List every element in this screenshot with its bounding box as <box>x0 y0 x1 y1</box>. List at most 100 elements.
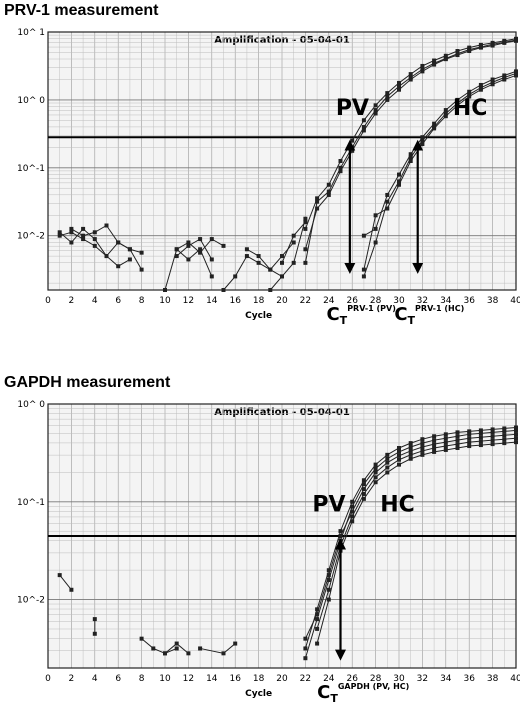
data-point <box>385 97 390 102</box>
data-point <box>116 264 121 269</box>
data-point <box>186 651 191 656</box>
data-point <box>361 496 366 501</box>
data-point <box>268 288 273 292</box>
data-point <box>478 85 483 90</box>
data-point <box>350 499 355 504</box>
x-tick-label: 6 <box>115 296 121 306</box>
data-point <box>467 432 472 437</box>
data-point <box>467 45 472 50</box>
y-tick-label: 10^-1 <box>17 498 45 508</box>
data-point <box>69 230 74 235</box>
y-tick-label: 10^-1 <box>17 164 45 174</box>
data-point <box>233 641 238 646</box>
data-point <box>514 71 518 76</box>
data-point <box>397 80 401 85</box>
data-point <box>490 438 495 443</box>
x-tick-label: 2 <box>69 674 75 684</box>
data-point <box>385 465 390 470</box>
x-tick-label: 10 <box>159 296 171 306</box>
data-point <box>373 462 378 467</box>
data-point <box>443 444 448 449</box>
data-point <box>198 250 203 255</box>
data-point <box>490 77 495 82</box>
data-point <box>361 233 366 238</box>
data-point <box>385 199 390 204</box>
x-tick-label: 30 <box>393 296 405 306</box>
x-tick-label: 36 <box>463 296 475 306</box>
series-line <box>141 638 177 654</box>
x-tick-label: 2 <box>69 296 75 306</box>
data-point <box>69 240 74 245</box>
data-point <box>443 53 448 58</box>
data-point <box>361 125 366 130</box>
data-point <box>373 213 378 218</box>
data-point <box>397 462 401 467</box>
data-point <box>303 260 308 265</box>
data-point <box>420 448 425 453</box>
data-point <box>408 456 413 461</box>
group-label: HC <box>380 493 415 518</box>
x-tick-label: 4 <box>92 674 98 684</box>
data-point <box>385 456 390 461</box>
data-point <box>443 436 448 441</box>
data-point <box>432 62 437 67</box>
data-point <box>478 87 483 92</box>
data-point <box>57 233 62 238</box>
data-point <box>443 114 448 119</box>
data-point <box>514 436 518 441</box>
data-point <box>408 452 413 457</box>
data-point <box>291 240 296 245</box>
data-point <box>373 103 378 108</box>
data-point <box>432 126 437 131</box>
data-point <box>443 440 448 445</box>
data-point <box>163 651 167 656</box>
x-tick-label: 12 <box>183 674 194 684</box>
data-point <box>373 226 378 231</box>
data-point <box>326 587 331 592</box>
data-point <box>408 152 413 157</box>
data-point <box>209 237 214 242</box>
x-tick-label: 20 <box>276 296 288 306</box>
x-tick-label: 40 <box>510 674 520 684</box>
data-point <box>490 434 495 439</box>
data-point <box>408 159 413 163</box>
data-point <box>69 587 74 592</box>
data-point <box>408 155 413 160</box>
data-point <box>397 453 401 458</box>
data-point <box>256 254 261 259</box>
data-point <box>443 432 448 437</box>
data-point <box>455 446 460 450</box>
data-point <box>514 428 518 433</box>
data-point <box>502 441 507 446</box>
data-point <box>163 288 167 292</box>
data-point <box>432 438 437 443</box>
data-point <box>478 428 483 433</box>
data-point <box>443 447 448 452</box>
y-tick-label: 10^ 0 <box>17 400 45 410</box>
data-point <box>514 38 518 43</box>
data-point <box>233 274 238 279</box>
series-line <box>269 218 306 291</box>
data-point <box>397 179 401 184</box>
x-tick-label: 40 <box>510 296 520 306</box>
data-point <box>186 240 191 245</box>
data-point <box>361 478 366 483</box>
data-point <box>81 233 86 238</box>
data-point <box>502 429 507 434</box>
data-point <box>408 72 413 77</box>
data-point <box>209 274 214 279</box>
data-point <box>221 243 226 248</box>
x-tick-label: 18 <box>253 296 265 306</box>
data-point <box>467 444 472 449</box>
data-point <box>408 75 413 80</box>
x-tick-label: 36 <box>463 674 475 684</box>
data-point <box>81 237 86 242</box>
x-tick-label: 10 <box>159 674 171 684</box>
data-point <box>420 135 425 140</box>
data-point <box>397 172 401 177</box>
x-tick-label: 32 <box>417 296 428 306</box>
data-point <box>443 111 448 116</box>
data-point <box>514 73 518 78</box>
panel-title-gapdh: GAPDH measurement <box>4 374 171 391</box>
